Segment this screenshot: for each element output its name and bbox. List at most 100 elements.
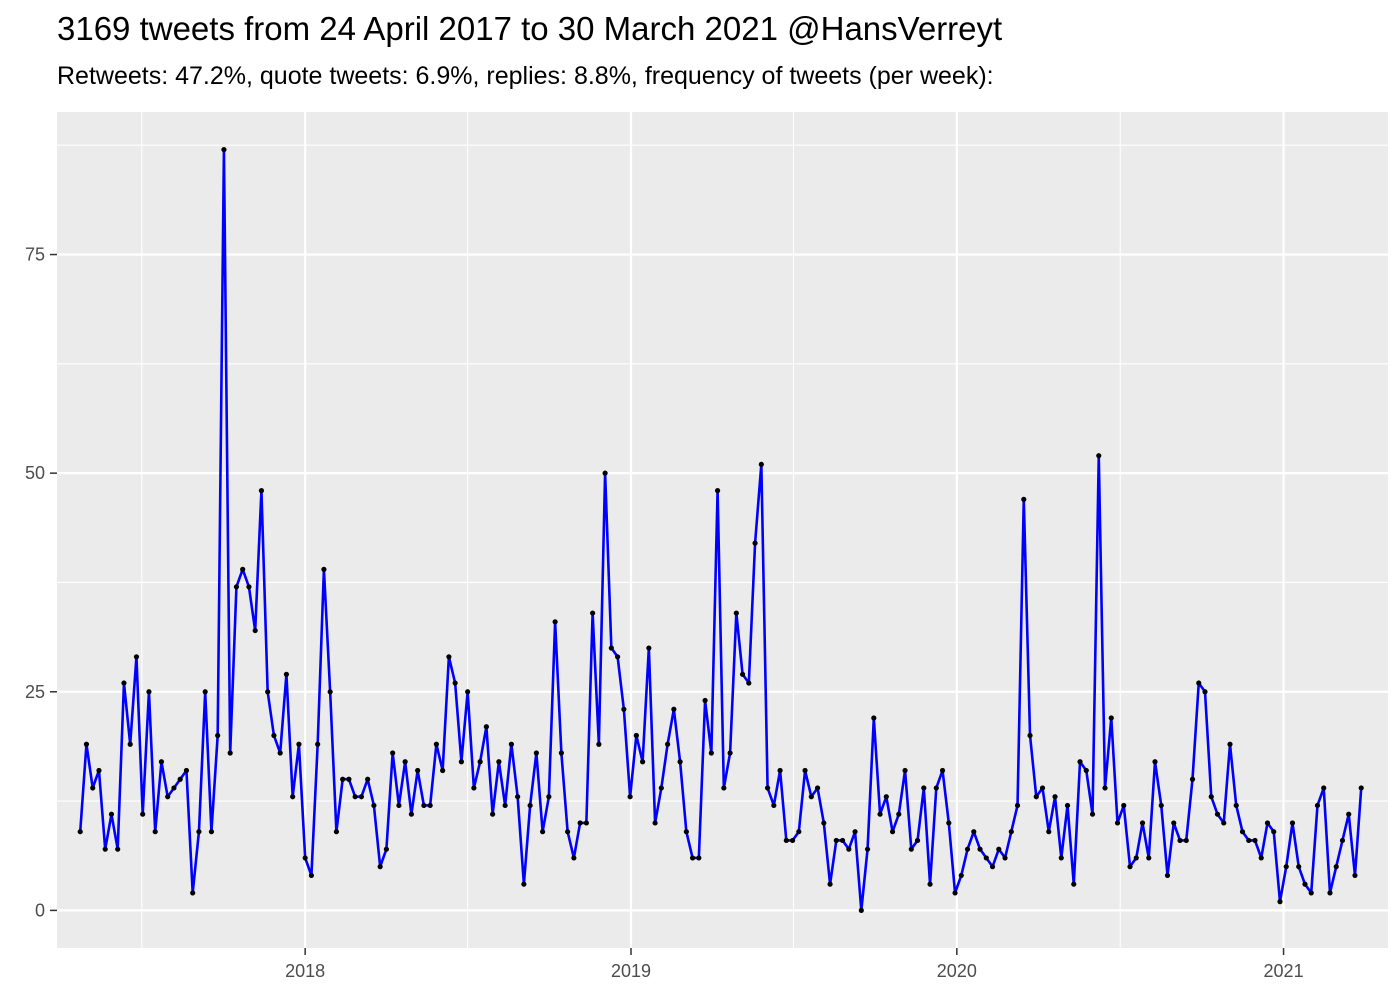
data-point [952, 890, 958, 896]
data-point [308, 872, 315, 879]
data-point [1071, 881, 1077, 887]
data-point [939, 767, 946, 774]
data-point [383, 846, 389, 852]
data-point [1039, 785, 1046, 791]
data-point [483, 724, 489, 730]
data-point [333, 829, 340, 835]
data-point [677, 759, 683, 765]
data-point [1246, 837, 1252, 844]
data-point [1196, 680, 1202, 686]
data-point [1052, 794, 1058, 800]
data-point [590, 610, 596, 616]
data-point [321, 566, 327, 572]
data-point [302, 855, 308, 861]
data-point [1289, 820, 1296, 826]
data-point [415, 767, 421, 774]
data-point [202, 689, 208, 695]
data-point [1008, 829, 1014, 835]
data-point [458, 759, 464, 765]
data-point [146, 689, 152, 695]
data-point [583, 820, 589, 826]
data-point [252, 627, 258, 634]
data-point [258, 488, 265, 494]
data-point [1096, 453, 1102, 459]
y-tick-label: 25 [25, 682, 45, 702]
data-point [540, 829, 546, 835]
data-point [1346, 811, 1352, 817]
x-tick-label: 2020 [937, 961, 977, 981]
data-point [802, 767, 808, 774]
data-point [1046, 829, 1052, 835]
data-point [1027, 732, 1033, 739]
data-point [1171, 820, 1177, 826]
data-point [1358, 785, 1364, 791]
y-tick-label: 50 [25, 463, 45, 483]
data-point [552, 619, 558, 625]
data-point [1283, 864, 1289, 870]
data-point [1089, 811, 1096, 817]
data-point [902, 767, 908, 774]
data-point [996, 846, 1002, 852]
data-point [852, 829, 858, 835]
data-point [358, 794, 365, 800]
data-point [108, 811, 115, 817]
data-point [1227, 741, 1233, 747]
data-point [133, 654, 140, 660]
plot-panel [57, 112, 1388, 948]
data-point [496, 759, 502, 765]
data-point [771, 802, 777, 809]
data-point [646, 645, 652, 651]
data-point [877, 811, 883, 817]
data-point [989, 864, 996, 870]
data-point [714, 488, 721, 494]
data-point [365, 776, 371, 782]
data-point [696, 855, 702, 861]
data-point [671, 706, 677, 712]
data-point [102, 846, 108, 852]
data-point [190, 890, 196, 896]
data-point [96, 767, 102, 774]
data-point [427, 802, 433, 809]
data-point [1333, 864, 1339, 870]
data-point [665, 741, 671, 747]
data-point [1252, 837, 1258, 844]
data-point [758, 461, 764, 468]
data-point [215, 732, 221, 739]
data-point [1021, 496, 1027, 502]
data-point [596, 741, 602, 747]
data-point [421, 802, 427, 809]
data-point [764, 785, 771, 791]
data-point [733, 610, 739, 616]
data-point [1058, 855, 1064, 861]
data-point [1152, 759, 1158, 765]
data-point [1133, 855, 1139, 861]
data-point [533, 750, 539, 756]
data-point [808, 794, 814, 800]
data-point [77, 829, 83, 835]
data-point [1277, 899, 1283, 905]
data-point [1314, 802, 1321, 809]
data-point [964, 846, 971, 852]
data-point [702, 697, 708, 704]
data-point [633, 732, 639, 739]
data-point [327, 689, 333, 695]
data-point [1258, 855, 1264, 861]
data-point [221, 147, 227, 153]
data-point [377, 864, 383, 870]
data-point [1083, 767, 1089, 774]
data-point [708, 750, 714, 756]
data-point [958, 872, 964, 879]
data-point [490, 811, 496, 817]
data-point [183, 767, 190, 774]
data-point [608, 645, 614, 651]
data-points [77, 147, 1364, 914]
x-axis: 2018 2019 2020 2021 [285, 948, 1304, 981]
y-tick-label: 0 [35, 900, 45, 920]
data-point [515, 794, 521, 800]
data-point [140, 811, 146, 817]
data-point [577, 820, 583, 826]
data-point [402, 759, 408, 765]
data-point [1189, 776, 1196, 782]
data-point [933, 785, 939, 791]
data-point [1214, 811, 1221, 817]
